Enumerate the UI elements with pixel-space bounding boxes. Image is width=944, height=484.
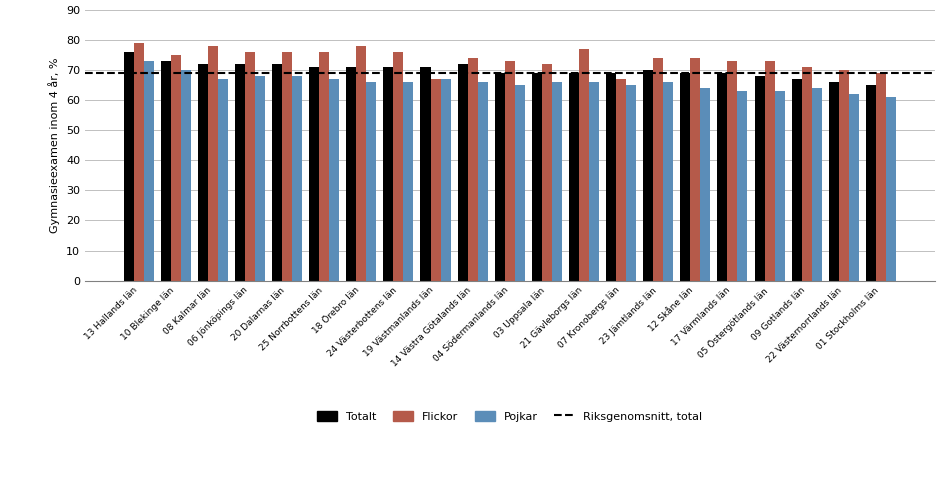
Bar <box>643 70 653 281</box>
Bar <box>690 58 700 281</box>
Bar <box>244 52 255 281</box>
Bar <box>626 85 636 281</box>
Bar <box>754 76 765 281</box>
Bar <box>552 82 562 281</box>
Bar <box>792 79 801 281</box>
Bar <box>801 67 812 281</box>
Bar <box>282 52 292 281</box>
Bar <box>467 58 478 281</box>
Bar <box>478 82 488 281</box>
Bar <box>700 88 711 281</box>
Bar <box>681 73 690 281</box>
Bar <box>383 67 394 281</box>
Bar <box>775 91 784 281</box>
Bar <box>134 43 143 281</box>
Bar <box>218 79 228 281</box>
Bar <box>272 64 282 281</box>
Bar <box>143 61 154 281</box>
Bar <box>180 70 191 281</box>
Bar <box>309 67 319 281</box>
Bar <box>495 73 505 281</box>
Bar <box>171 55 180 281</box>
Bar <box>589 82 599 281</box>
Bar <box>329 79 339 281</box>
Bar <box>569 73 579 281</box>
Bar <box>653 58 664 281</box>
Bar <box>849 94 859 281</box>
Bar <box>292 76 302 281</box>
Bar <box>160 61 171 281</box>
Bar <box>542 64 552 281</box>
Bar <box>514 85 525 281</box>
Bar <box>430 79 441 281</box>
Bar <box>876 73 885 281</box>
Bar <box>765 61 775 281</box>
Bar <box>124 52 134 281</box>
Bar <box>717 73 728 281</box>
Bar <box>531 73 542 281</box>
Bar <box>441 79 450 281</box>
Bar <box>579 49 589 281</box>
Legend: Totalt, Flickor, Pojkar, Riksgenomsnitt, total: Totalt, Flickor, Pojkar, Riksgenomsnitt,… <box>312 406 708 427</box>
Bar <box>235 64 244 281</box>
Bar <box>319 52 329 281</box>
Bar <box>208 46 218 281</box>
Bar <box>366 82 377 281</box>
Bar <box>255 76 265 281</box>
Bar <box>394 52 403 281</box>
Bar <box>737 91 748 281</box>
Bar <box>606 73 616 281</box>
Bar <box>403 82 413 281</box>
Bar <box>728 61 737 281</box>
Bar <box>616 79 626 281</box>
Bar <box>829 82 839 281</box>
Bar <box>458 64 467 281</box>
Bar <box>505 61 514 281</box>
Bar <box>885 97 896 281</box>
Bar <box>198 64 208 281</box>
Bar <box>866 85 876 281</box>
Bar <box>356 46 366 281</box>
Bar <box>346 67 356 281</box>
Bar <box>812 88 821 281</box>
Y-axis label: Gymnasieexamen inom 4 år, %: Gymnasieexamen inom 4 år, % <box>48 58 60 233</box>
Bar <box>420 67 430 281</box>
Bar <box>839 70 849 281</box>
Bar <box>664 82 673 281</box>
